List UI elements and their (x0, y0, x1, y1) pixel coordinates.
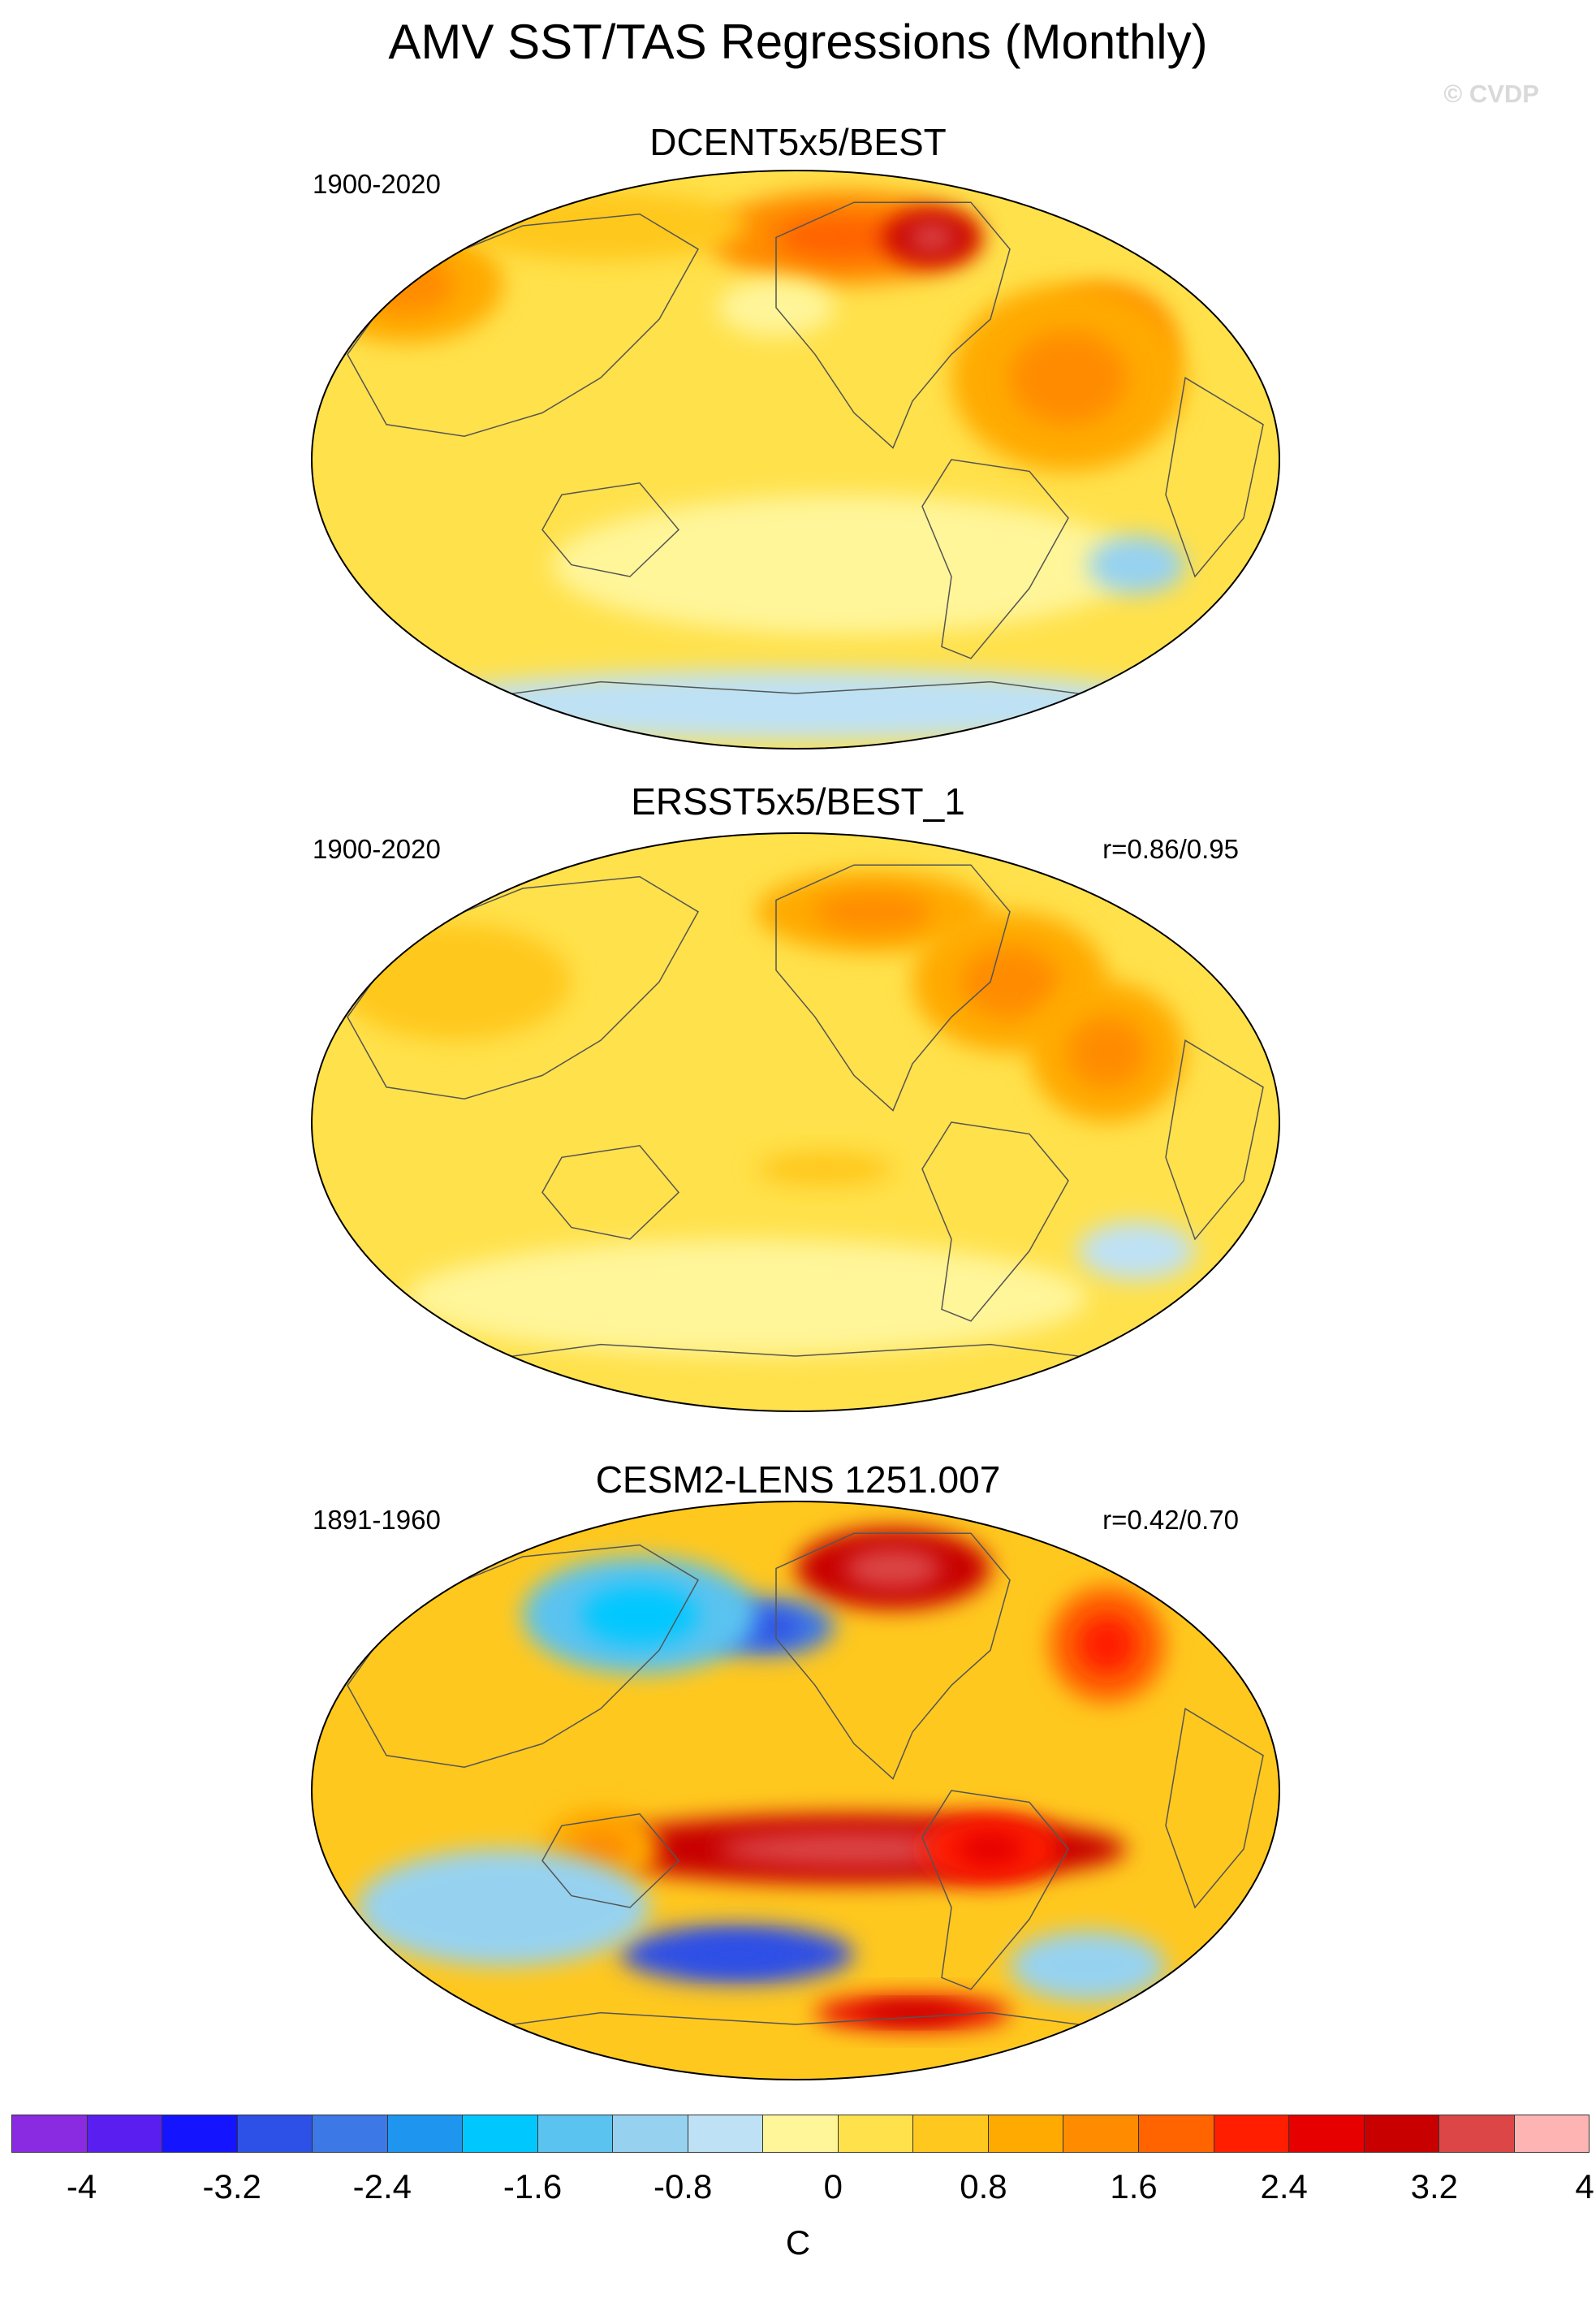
colorbar-box (988, 2115, 1064, 2152)
map-svg (311, 832, 1280, 1412)
map-svg (311, 170, 1280, 750)
anomaly-core (956, 1831, 1024, 1867)
anomaly-core (581, 1586, 698, 1644)
anomaly-core (1010, 330, 1127, 425)
colorbar-tick-label: -0.8 (653, 2167, 713, 2205)
correlation-label: r=0.86/0.95 (1102, 834, 1239, 864)
period-label: 1900-2020 (313, 169, 441, 199)
anomaly-region (1088, 535, 1185, 594)
anomaly-core (572, 1828, 630, 1870)
anomaly-region (552, 495, 1137, 635)
anomaly-region (455, 190, 747, 261)
coastline (921, 459, 1069, 659)
anomaly-core (961, 947, 1059, 1017)
colorbar-box (313, 2115, 388, 2152)
colorbar-units: C (785, 2223, 811, 2262)
panel-title: ERSST5x5/BEST_1 (631, 780, 965, 823)
coastline (775, 1532, 1011, 1780)
coastline (775, 864, 1011, 1112)
panel-title: DCENT5x5/BEST (649, 121, 947, 163)
colorbar-box (87, 2115, 163, 2152)
anomaly-region (357, 1849, 649, 1966)
colorbar-box (763, 2115, 839, 2152)
colorbar-box (688, 2115, 764, 2152)
anomaly-region (757, 1151, 893, 1187)
colorbar-box (913, 2115, 989, 2152)
anomaly-region (406, 670, 1185, 741)
colorbar-box (1214, 2115, 1290, 2152)
panel-title: CESM2-LENS 1251.007 (595, 1458, 1001, 1501)
colorbar-box (463, 2115, 538, 2152)
colorbar-tick-label: 1.6 (1110, 2167, 1158, 2205)
anomaly-region (1078, 1221, 1195, 1281)
anomaly-region (406, 1239, 1088, 1356)
anomaly-core (815, 891, 932, 932)
copyright-label: © CVDP (1443, 80, 1539, 108)
period-label: 1891-1960 (313, 1505, 441, 1535)
colorbar (11, 2115, 1590, 2153)
colorbar-box (1063, 2115, 1139, 2152)
anomaly-core (908, 222, 956, 253)
colorbar-box (1514, 2115, 1590, 2152)
colorbar-tick-label: -4 (66, 2167, 97, 2205)
coastline (347, 213, 700, 437)
colorbar-box (613, 2115, 688, 2152)
colorbar-tick-label: 3.2 (1410, 2167, 1459, 2205)
coastline (921, 1790, 1069, 1990)
colorbar-tick-label: 2.4 (1260, 2167, 1308, 2205)
map-svg (311, 1501, 1280, 2080)
coastline (1165, 1039, 1264, 1241)
correlation-label: r=0.42/0.70 (1102, 1505, 1239, 1535)
colorbar-tick-label: 0 (823, 2167, 843, 2205)
coastline (775, 201, 1011, 449)
map-border (311, 1501, 1280, 2080)
coastline (921, 1121, 1069, 1322)
anomaly-core (718, 1831, 990, 1867)
anomaly-core (1078, 1615, 1137, 1674)
colorbar-box (537, 2115, 614, 2152)
colorbar-box (1289, 2115, 1365, 2152)
coastline (347, 875, 700, 1099)
colorbar-tick-label: -3.2 (202, 2167, 261, 2205)
colorbar-box (1439, 2115, 1515, 2152)
colorbar-tick-labels: -4 -3.2 -2.4 -1.6 -0.8 0 0.8 1.6 2.4 3.2 4 (0, 2167, 1596, 2216)
coastline (541, 1144, 680, 1240)
colorbar-box (237, 2115, 313, 2152)
colorbar-box (162, 2115, 238, 2152)
coastline (1165, 376, 1264, 578)
coastline (541, 1812, 680, 1908)
anomaly-region (1010, 1930, 1166, 2002)
figure-title: AMV SST/TAS Regressions (Monthly) (388, 15, 1208, 69)
anomaly-core (844, 1548, 942, 1589)
coastline (541, 482, 680, 577)
period-label: 1900-2020 (313, 834, 441, 864)
colorbar-tick-label: -2.4 (352, 2167, 412, 2205)
colorbar-box (387, 2115, 464, 2152)
coastline (1165, 1707, 1264, 1909)
global-map (308, 167, 1283, 752)
colorbar-tick-label: 4 (1575, 2167, 1594, 2205)
colorbar-box (838, 2115, 914, 2152)
colorbar-tick-label: 0.8 (960, 2167, 1007, 2205)
colorbar-box (1138, 2115, 1214, 2152)
colorbar-box (12, 2115, 88, 2152)
coastline (347, 1544, 700, 1768)
map-border (311, 832, 1280, 1412)
anomaly-core (864, 2003, 961, 2022)
global-map (308, 1498, 1283, 2083)
anomaly-core (776, 214, 912, 261)
anomaly-core (1068, 1017, 1146, 1087)
global-map (308, 830, 1283, 1415)
colorbar-box (1364, 2115, 1440, 2152)
colorbar-tick-label: -1.6 (503, 2167, 563, 2205)
map-border (311, 170, 1280, 750)
anomaly-core (679, 1939, 796, 1969)
